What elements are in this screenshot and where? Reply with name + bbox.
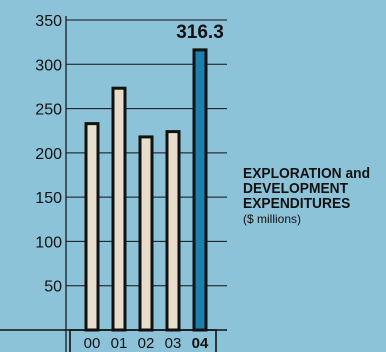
- y-tick-label: 350: [35, 13, 62, 30]
- x-tick-label: 03: [165, 335, 182, 352]
- bar-02: [138, 135, 154, 332]
- y-tick-label: 150: [35, 190, 62, 207]
- x-tick-label: 04: [192, 335, 209, 352]
- side-title-line-2: DEVELOPMENT: [243, 180, 349, 197]
- bar-03: [165, 130, 181, 332]
- category-axis-box: [69, 329, 217, 352]
- y-tick-label: 250: [35, 102, 62, 119]
- chart-side-title: EXPLORATION and DEVELOPMENT EXPENDITURES: [243, 166, 372, 211]
- bar-01: [111, 86, 127, 332]
- bar-00: [84, 122, 100, 332]
- chart-unit-label: ($ millions): [243, 212, 302, 226]
- side-title-line-1: EXPLORATION and: [243, 165, 371, 182]
- x-tick-label: 00: [84, 335, 101, 352]
- y-tick-label: 300: [35, 57, 62, 74]
- y-tick-label: 50: [44, 279, 62, 296]
- bar-04: [192, 48, 208, 332]
- x-tick-label: 02: [138, 335, 155, 352]
- y-tick-label: 100: [35, 234, 62, 251]
- data-label: 316.3: [176, 22, 224, 43]
- side-title-line-3: EXPENDITURES: [243, 195, 351, 212]
- y-tick-label: 200: [35, 146, 62, 163]
- x-tick-label: 01: [111, 335, 128, 352]
